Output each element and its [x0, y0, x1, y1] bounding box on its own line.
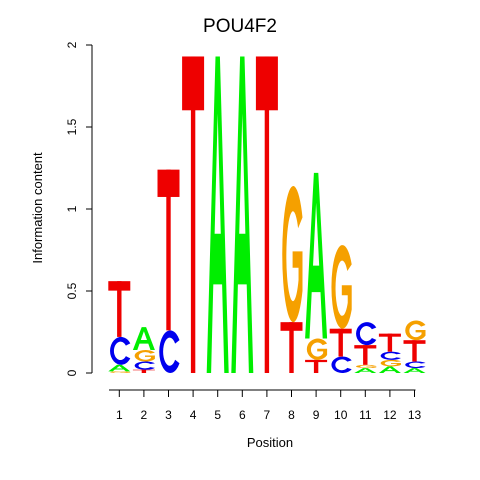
letter-G-pos-2	[134, 350, 155, 362]
y-axis: 0 0.5 1 1.5 2	[65, 41, 93, 376]
letter-T-pos-10	[329, 328, 352, 357]
letter-C-pos-11	[356, 322, 377, 346]
letter-T-pos-3	[157, 169, 180, 331]
chart-title: POU4F2	[203, 16, 277, 37]
letter-T-pos-13	[403, 340, 426, 362]
letter-C-pos-3	[159, 330, 180, 373]
letter-T-pos-4	[182, 56, 205, 373]
x-tick-label: 5	[214, 408, 221, 422]
x-tick-label: 11	[359, 408, 372, 422]
letter-A-pos-1	[108, 364, 131, 372]
x-tick-label: 13	[408, 408, 422, 422]
letter-A-pos-6	[231, 56, 254, 373]
letter-stacks	[108, 56, 426, 373]
x-tick-label: 10	[334, 408, 348, 422]
y-tick-label: 1	[65, 205, 79, 212]
letter-T-pos-8	[280, 322, 303, 373]
letter-T-pos-12	[378, 333, 401, 352]
x-axis: 1 2 3 4 5 6 7 8 9 10 11 12 13	[109, 389, 422, 422]
letter-T-pos-1	[108, 281, 131, 337]
x-tick-label: 6	[239, 408, 246, 422]
letter-C-pos-10	[331, 356, 352, 373]
letter-C-pos-12	[380, 351, 401, 360]
letter-T-pos-9	[305, 359, 328, 373]
letter-G-pos-11	[356, 364, 377, 369]
x-tick-label: 2	[141, 408, 148, 422]
letter-C-pos-1	[110, 336, 131, 365]
x-axis-label: Position	[247, 435, 293, 450]
x-tick-label: 12	[383, 408, 397, 422]
letter-G-pos-13	[405, 320, 426, 341]
letter-C-pos-2	[134, 361, 155, 370]
x-tick-label: 7	[264, 408, 271, 422]
letter-A-pos-9	[305, 172, 328, 339]
letter-T-pos-7	[255, 56, 278, 373]
letter-A-pos-11	[354, 368, 377, 373]
x-tick-label: 9	[313, 408, 320, 422]
letter-T-pos-2	[132, 369, 155, 373]
letter-A-pos-5	[206, 56, 229, 373]
letter-A-pos-2	[132, 327, 155, 351]
y-tick-label: 0.5	[65, 282, 79, 299]
x-tick-label: 3	[165, 408, 172, 422]
letter-T-pos-11	[354, 345, 377, 365]
letter-G-pos-9	[306, 338, 328, 360]
letter-G-pos-12	[380, 359, 401, 367]
y-axis-label: Information content	[30, 152, 45, 264]
letter-G-pos-10	[331, 245, 352, 329]
letter-A-pos-13	[403, 368, 426, 373]
letter-G-pos-1	[110, 371, 131, 373]
x-tick-label: 4	[190, 408, 197, 422]
letter-G-pos-8	[282, 186, 303, 323]
y-tick-label: 2	[65, 41, 79, 48]
letter-A-pos-12	[378, 366, 401, 373]
letter-C-pos-13	[405, 361, 426, 369]
y-tick-label: 1.5	[65, 118, 79, 135]
x-tick-label: 8	[288, 408, 295, 422]
y-tick-label: 0	[65, 369, 79, 376]
x-tick-label: 1	[116, 408, 123, 422]
